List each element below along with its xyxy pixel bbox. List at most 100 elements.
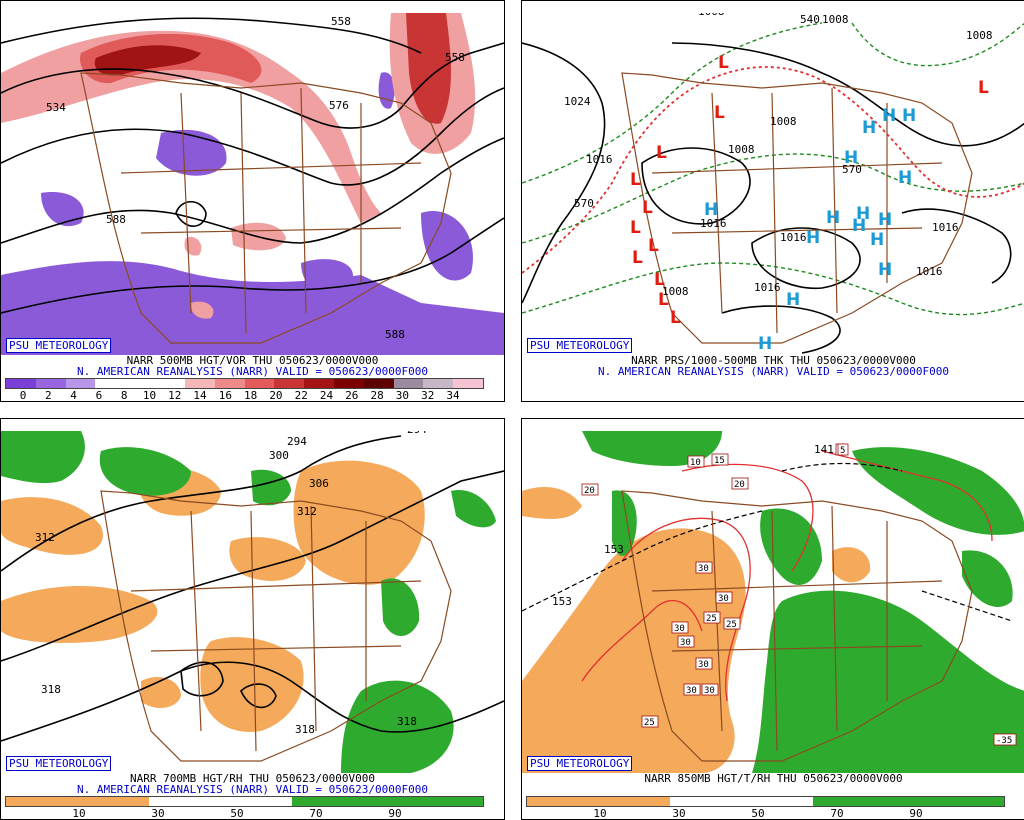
colorbar-swatch: [292, 797, 316, 806]
contour-label: 1008: [770, 115, 797, 128]
svg-text:20: 20: [734, 480, 745, 490]
panel-700mb-rh: 312 294 300 306 312 318 318 318 294 PSU …: [0, 418, 505, 820]
contour-label: 540: [800, 13, 820, 26]
svg-text:25: 25: [644, 718, 655, 728]
isotherm-box-label: 15: [711, 453, 729, 466]
colorbar-tick-label: 0: [19, 389, 27, 402]
svg-text:25: 25: [726, 620, 737, 630]
contour-label: 1008: [822, 13, 849, 26]
contour-label: 1008: [698, 13, 725, 18]
high-pressure-marker: H: [862, 118, 876, 138]
isotherms: [581, 450, 993, 702]
colorbar-swatch: [35, 379, 66, 388]
colorbar-swatch: [789, 797, 814, 806]
panel-title: NARR 850MB HGT/T/RH THU 050623/0000V000: [644, 772, 903, 785]
contour-label: 153: [552, 595, 572, 608]
low-pressure-marker: L: [630, 170, 641, 190]
colorbar-swatch: [550, 797, 575, 806]
colorbar-swatch: [6, 379, 36, 388]
map-700mb-rh: 312 294 300 306 312 318 318 318 294: [1, 431, 504, 773]
isotherm-box-label: 30: [683, 683, 701, 696]
colorbar-tick-label: 50: [751, 807, 765, 820]
high-pressure-marker: H: [878, 210, 892, 230]
psu-meteorology-badge: PSU METEOROLOGY: [527, 338, 633, 353]
colorbar-swatch: [411, 797, 436, 806]
colorbar-swatch: [860, 797, 885, 806]
contour-label: 570: [574, 197, 594, 210]
colorbar-tick-label: 16: [218, 389, 232, 402]
panel-500mb-vorticity: 558 534 576 588 588 558 PSU METEOROLOGY …: [0, 0, 505, 402]
isotherm-box-label: 20: [731, 477, 749, 490]
svg-text:30: 30: [718, 594, 729, 604]
psu-meteorology-badge: PSU METEOROLOGY: [6, 756, 112, 771]
contour-label: 1008: [662, 285, 689, 298]
colorbar-swatch: [149, 797, 173, 806]
vorticity-colorbar: [5, 378, 484, 389]
colorbar-swatch: [125, 797, 150, 806]
state-borders: [80, 72, 452, 344]
contour-label: 576: [329, 99, 349, 112]
vorticity-colorbar-labels: 0 2 4 6 8 10 12 14 16 18 20 22 24 26 28 30 32 34: [1, 389, 504, 401]
isotherm-box-label: 30: [701, 683, 719, 696]
colorbar-swatch: [980, 797, 1004, 806]
colorbar-swatch: [453, 379, 483, 388]
panel-title: NARR 700MB HGT/RH THU 050623/0000V000: [129, 772, 376, 785]
state-borders: [621, 72, 973, 344]
colorbar-swatch: [339, 797, 364, 806]
contour-label: 306: [309, 477, 329, 490]
contour-label: 312: [297, 505, 317, 518]
thickness-540-570: [522, 66, 1024, 274]
contour-label: 1024: [564, 95, 591, 108]
rh-colorbar-labels: 10 30 50 70 90: [522, 807, 1024, 819]
state-borders: [100, 490, 452, 762]
high-pressure-marker: H: [758, 334, 772, 354]
contour-label: 1008: [966, 29, 993, 42]
colorbar-swatch: [387, 797, 412, 806]
colorbar-swatch: [6, 797, 30, 806]
svg-text:15: 15: [714, 456, 725, 466]
high-pressure-marker: H: [704, 200, 718, 220]
low-pressure-marker: L: [630, 218, 641, 238]
colorbar-swatch: [196, 797, 221, 806]
low-pressure-marker: L: [714, 103, 725, 123]
contour-label: 153: [604, 543, 624, 556]
colorbar-swatch: [813, 797, 837, 806]
high-pressure-marker: H: [786, 290, 800, 310]
low-pressure-marker: L: [648, 236, 659, 256]
dry-rh-fill: [1, 460, 425, 732]
colorbar-tick-label: 20: [269, 389, 283, 402]
svg-text:30: 30: [680, 638, 691, 648]
panel-subtitle: N. AMERICAN REANALYSIS (NARR) VALID = 05…: [598, 365, 949, 378]
colorbar-swatch: [741, 797, 766, 806]
colorbar-tick-label: 10: [593, 807, 607, 820]
low-pressure-marker: L: [658, 290, 669, 310]
svg-text:20: 20: [584, 486, 595, 496]
moist-rh-fill: [1, 431, 496, 773]
low-pressure-marker: L: [670, 308, 681, 328]
colorbar-swatch: [304, 379, 334, 388]
low-pressure-marker: L: [978, 78, 989, 98]
psu-meteorology-badge: PSU METEOROLOGY: [6, 338, 112, 353]
svg-text:30: 30: [698, 660, 709, 670]
panel-850mb-temp-rh: 515102030302525303030303025205-35 153 15…: [521, 418, 1024, 820]
low-pressure-marker: L: [632, 248, 643, 268]
colorbar-swatch: [393, 379, 424, 388]
colorbar-swatch: [646, 797, 671, 806]
panel-subtitle: N. AMERICAN REANALYSIS (NARR) VALID = 05…: [77, 365, 428, 378]
contour-label: 141: [814, 443, 834, 456]
colorbar-tick-label: 32: [421, 389, 435, 402]
colorbar-swatch: [932, 797, 957, 806]
colorbar-tick-label: 30: [151, 807, 165, 820]
colorbar-swatch: [65, 379, 96, 388]
colorbar-tick-label: 90: [909, 807, 923, 820]
colorbar-swatch: [622, 797, 647, 806]
isotherm-box-label: 25: [723, 617, 741, 630]
high-pressure-marker: H: [878, 260, 892, 280]
rh-colorbar: [5, 796, 484, 807]
positive-vorticity-fill: [1, 13, 476, 319]
colorbar-swatch: [214, 379, 245, 388]
contour-label: 1016: [700, 217, 727, 230]
